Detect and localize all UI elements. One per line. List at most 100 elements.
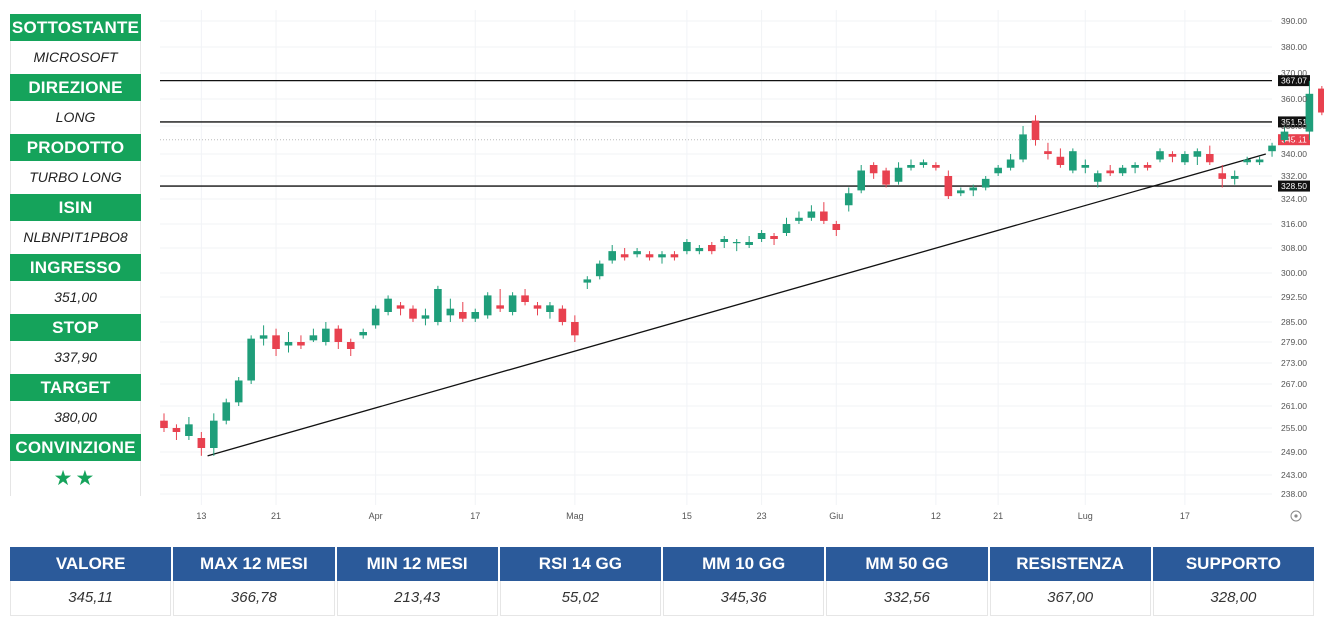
candlestick [944,170,953,199]
candle-body [197,438,206,448]
y-axis: 238.00 243.00 249.00 255.00 261.00 267.00 273.… [1281,16,1307,499]
candle-body [1255,159,1264,163]
y-tick-label: 238.00 [1281,489,1307,499]
candle-body [770,236,778,239]
candlestick [1280,126,1289,143]
candlestick [346,338,355,356]
y-tick-label: 255.00 [1281,423,1307,433]
stat-valore: VALORE 345,11 [10,547,172,616]
value-stop: 337,90 [10,341,141,374]
candlestick [259,325,268,346]
stat-value: 345,11 [10,581,172,616]
label-target: TARGET [10,374,141,401]
candle-body [695,248,704,252]
candle-body [371,308,380,326]
candle-body [1218,173,1227,179]
candlestick [658,251,666,264]
candle-body [1168,154,1177,157]
candlestick [496,289,504,312]
candlestick [210,413,218,456]
candle-body [708,245,716,252]
star-rating: ★★ [10,461,141,496]
candlestick [471,308,480,322]
x-tick-label: 15 [682,511,692,521]
candlestick [757,230,766,242]
stat-rsi-14-gg: RSI 14 GG 55,02 [499,547,661,616]
label-stop: STOP [10,314,141,341]
candlestick [1168,151,1177,163]
candle-body [446,308,455,316]
candlestick [459,302,467,322]
candlestick [1118,165,1127,176]
candle-body [346,342,355,349]
candle-body [272,335,280,349]
candlestick [932,162,940,171]
x-tick-label: 12 [931,511,941,521]
value-prodotto: TURBO LONG [10,161,141,194]
y-tick-label: 308.00 [1281,243,1307,253]
candlestick [919,159,928,168]
stat-max-12-mesi: MAX 12 MESI 366,78 [173,547,335,616]
candle-body [944,176,953,197]
candlestick [869,162,878,179]
stat-value: 55,02 [499,581,661,616]
candle-body [571,322,579,336]
candle-body [409,308,417,319]
stat-value: 332,56 [826,581,988,616]
candlestick [683,239,691,255]
candlestick [197,432,206,456]
candle-body [1131,165,1139,168]
candle-body [1118,167,1127,174]
candle-body [234,380,243,403]
candlestick [185,417,193,440]
candlestick [284,332,293,353]
y-tick-label: 267.00 [1281,379,1307,389]
candlestick [595,260,604,280]
candlestick [894,162,903,185]
candle-body [583,279,592,283]
candle-body [259,335,268,339]
candlestick [882,167,890,188]
x-axis: 13 21 Apr 17 Mag 15 23 Giu 12 21 Lug 17 [196,511,1190,521]
chart-settings-icon[interactable] [1290,510,1302,522]
x-tick-label: Lug [1078,511,1093,521]
candle-body [1056,156,1065,165]
candlestick [732,239,741,252]
candlestick [670,251,679,261]
candle-body [297,342,305,346]
candlestick [795,211,803,224]
stat-header: RSI 14 GG [499,547,661,581]
candlestick [633,248,641,258]
level-label: 367.07 [1281,76,1307,86]
candle-body [869,165,878,174]
y-tick-label: 249.00 [1281,447,1307,457]
y-tick-label: 316.00 [1281,219,1307,229]
candle-body [857,170,865,191]
y-tick-label: 279.00 [1281,337,1307,347]
candlestick [844,187,853,212]
candle-body [745,242,753,245]
candle-body [496,305,504,309]
y-tick-label: 340.00 [1281,149,1307,159]
candle-body [620,254,629,258]
candle-body [1243,159,1251,163]
candle-body [720,239,729,242]
stat-value: 345,36 [663,581,825,616]
y-tick-label: 300.00 [1281,268,1307,278]
candle-body [820,211,828,221]
candle-body [832,224,841,230]
candlestick [620,248,629,261]
candlestick [272,328,280,356]
candle-body [1081,165,1090,168]
stat-header: RESISTENZA [989,547,1151,581]
value-ingresso: 351,00 [10,281,141,314]
value-target: 380,00 [10,401,141,434]
candlestick [1305,80,1314,140]
candlestick [857,165,865,194]
candle-body [732,242,741,244]
candlestick [297,335,305,349]
stat-header: MM 50 GG [826,547,988,581]
chart-grid [160,10,1272,505]
candle-body [919,162,928,165]
candle-body [546,305,554,312]
